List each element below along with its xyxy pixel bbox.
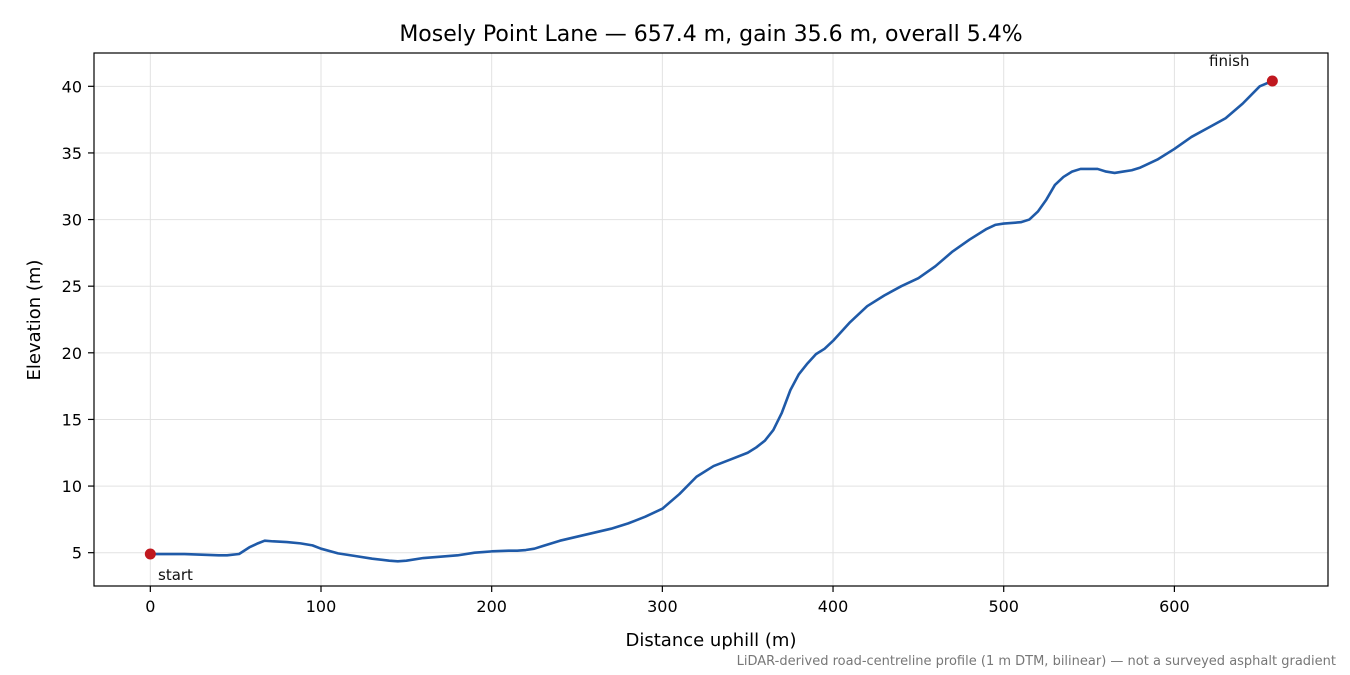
x-tick-label: 600 [1159, 597, 1190, 616]
x-tick-label: 400 [818, 597, 849, 616]
y-tick-label: 25 [62, 277, 82, 296]
y-tick-label: 15 [62, 410, 82, 429]
x-tick-label: 500 [988, 597, 1019, 616]
plot-area-frame [93, 52, 1329, 587]
y-tick-label: 30 [62, 211, 82, 230]
y-tick-label: 20 [62, 344, 82, 363]
y-tick-label: 5 [72, 544, 82, 563]
finish-annotation: finish [1209, 52, 1249, 70]
start-annotation: start [158, 566, 193, 584]
chart-footnote: LiDAR-derived road-centreline profile (1… [737, 654, 1336, 669]
y-tick-label: 35 [62, 144, 82, 163]
x-tick-label: 300 [647, 597, 678, 616]
y-axis-label: Elevation (m) [24, 260, 45, 381]
y-tick-label: 10 [62, 477, 82, 496]
grid-lines [94, 53, 1328, 586]
y-tick-label: 40 [62, 77, 82, 96]
finish-marker [1266, 75, 1278, 87]
x-axis-label: Distance uphill (m) [626, 630, 797, 651]
x-tick-label: 200 [476, 597, 507, 616]
x-tick-label: 100 [306, 597, 337, 616]
x-tick-label: 0 [145, 597, 155, 616]
chart-title: Mosely Point Lane — 657.4 m, gain 35.6 m… [399, 22, 1022, 47]
elevation-series-line [149, 79, 1274, 563]
start-marker [144, 548, 156, 560]
axis-ticks: 0 100 200 300 400 500 600 5 10 15 20 25 30 35 40 [62, 77, 1190, 616]
